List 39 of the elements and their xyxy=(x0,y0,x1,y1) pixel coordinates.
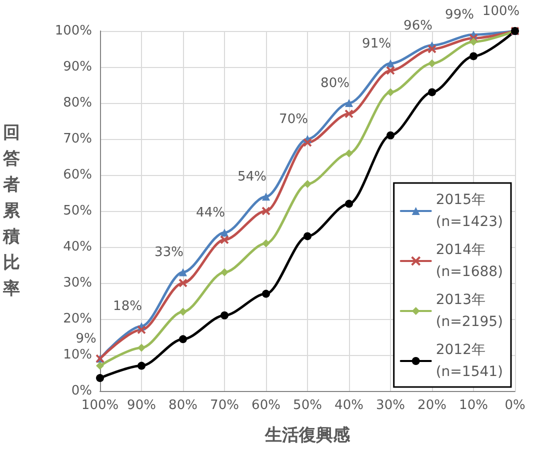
y-tick-label: 100% xyxy=(54,24,92,38)
y-tick-label: 70% xyxy=(63,132,92,146)
y-tick-label: 0% xyxy=(71,384,92,398)
data-label: 44% xyxy=(196,206,225,221)
x-tick-label: 60% xyxy=(252,398,280,413)
x-tick-label: 30% xyxy=(376,398,405,413)
legend-label: 2015年 (n=1423) xyxy=(436,192,503,230)
legend-label: 2014年 (n=1688) xyxy=(436,242,503,280)
x-tick-label: 0% xyxy=(504,398,526,413)
y-axis-title: 回答者累積比率 xyxy=(2,123,21,299)
x-tick-label: 100% xyxy=(81,398,119,413)
x-tick-label: 40% xyxy=(334,398,364,413)
x-tick-label: 10% xyxy=(459,398,488,413)
data-label: 91% xyxy=(362,36,391,52)
data-label: 80% xyxy=(320,76,350,91)
data-label: 33% xyxy=(154,245,184,260)
data-label: 70% xyxy=(279,112,308,127)
data-label: 100% xyxy=(482,4,520,19)
y-tick-label: 10% xyxy=(63,348,92,362)
legend-label: 2012年 (n=1541) xyxy=(436,342,503,380)
x-tick-label: 50% xyxy=(293,398,322,413)
x-tick-label: 90% xyxy=(127,398,156,413)
legend-label: 2013年 (n=2195) xyxy=(436,292,503,330)
x-axis-title: 生活復興感 xyxy=(264,426,351,446)
y-tick-label: 60% xyxy=(63,168,92,182)
y-tick-label: 80% xyxy=(63,96,92,110)
x-tick-label: 80% xyxy=(168,398,198,413)
y-tick-label: 40% xyxy=(63,240,92,254)
x-tick-label: 20% xyxy=(418,398,446,413)
data-label: 9% xyxy=(76,332,96,347)
y-tick-label: 50% xyxy=(63,204,92,218)
data-label: 18% xyxy=(113,299,142,314)
y-tick-label: 90% xyxy=(63,60,92,74)
data-label: 54% xyxy=(238,170,266,185)
data-label: 96% xyxy=(404,18,432,34)
y-tick-label: 30% xyxy=(63,276,92,290)
data-label: 99% xyxy=(445,8,474,23)
y-tick-label: 20% xyxy=(63,312,92,326)
x-tick-label: 70% xyxy=(210,398,239,413)
